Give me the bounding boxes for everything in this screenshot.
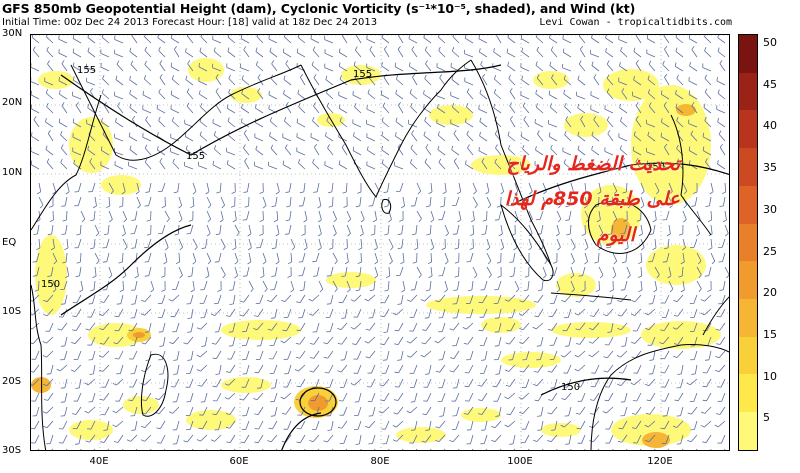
colorbar-tick-label: 20 <box>763 286 777 300</box>
lat-label-30n: 30N <box>2 28 23 39</box>
colorbar-tick-label: 50 <box>763 36 777 49</box>
colorbar-tick-label: 30 <box>763 202 777 216</box>
overlay-text-line-2: على طبقة 850م لهذا <box>504 188 680 210</box>
overlay-text-line-1: تحديث الضغط والرياح <box>506 153 680 175</box>
height-contours <box>60 64 729 450</box>
wind-barbs <box>31 35 729 450</box>
colorbar-segment <box>739 261 757 300</box>
lat-label-30s: 30S <box>2 445 22 456</box>
colorbar-segment <box>739 299 757 337</box>
colorbar-tick-label: 10 <box>763 369 777 383</box>
colorbar-tick-label: 5 <box>763 411 770 425</box>
colorbar-segment <box>739 336 757 375</box>
colorbar-segment <box>739 72 757 111</box>
lat-label-20s: 20S <box>2 376 22 387</box>
contour-label-155-a: 155 <box>77 65 96 76</box>
lon-label-80e: 80E <box>370 456 390 467</box>
colorbar-segment <box>739 110 757 149</box>
author-credit: Levi Cowan - tropicaltidbits.com <box>539 17 732 28</box>
colorbar-segment <box>739 185 757 224</box>
contour-label-155-b: 155 <box>353 69 372 80</box>
weather-map: 155 155 155 150 150 150 <box>30 34 730 451</box>
lat-label-10n: 10N <box>2 167 23 178</box>
contour-label-150-c: 150 <box>561 382 580 393</box>
map-canvas: 155 155 155 150 150 150 <box>31 35 729 450</box>
colorbar-segment <box>739 374 757 413</box>
coastlines <box>31 59 729 450</box>
contour-label-150-b: 150 <box>41 279 60 290</box>
vorticity-shading <box>31 58 721 448</box>
colorbar-tick-label: 25 <box>763 244 777 258</box>
colorbar-tick-label: 40 <box>763 119 777 133</box>
colorbar-tick-label: 45 <box>763 77 777 91</box>
colorbar-segment <box>739 35 757 73</box>
lat-lon-grid <box>31 35 729 450</box>
colorbar-segment <box>739 148 757 186</box>
lat-label-20n: 20N <box>2 97 23 108</box>
lon-label-120e: 120E <box>647 456 673 467</box>
lon-label-60e: 60E <box>229 456 249 467</box>
lat-label-10s: 10S <box>2 306 22 317</box>
lon-label-100e: 100E <box>507 456 533 467</box>
contour-label-155-c: 155 <box>186 151 205 162</box>
map-title: GFS 850mb Geopotential Height (dam), Cyc… <box>2 1 636 16</box>
colorbar-segment <box>739 412 757 450</box>
colorbar-segment <box>739 223 757 262</box>
contour-label-150-a: 150 <box>646 162 665 173</box>
forecast-time-info: Initial Time: 00z Dec 24 2013 Forecast H… <box>2 17 378 28</box>
lon-label-40e: 40E <box>89 456 109 467</box>
overlay-text-line-3: اليوم <box>596 224 635 246</box>
colorbar-tick-label: 35 <box>763 161 777 175</box>
lat-label-eq: EQ <box>2 237 17 248</box>
vorticity-colorbar <box>738 34 758 451</box>
colorbar-tick-label: 15 <box>763 327 777 341</box>
